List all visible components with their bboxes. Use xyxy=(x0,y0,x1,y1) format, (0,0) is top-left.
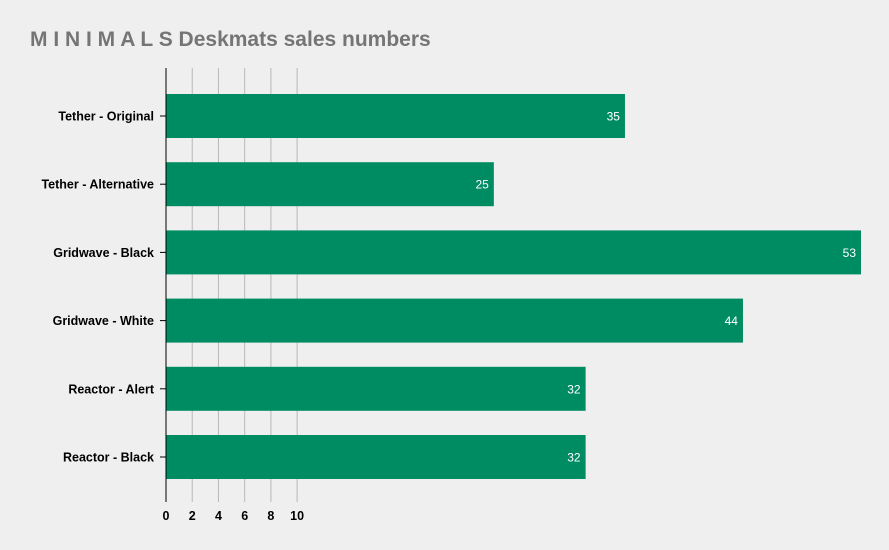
category-label-0: Tether - Original xyxy=(58,110,154,124)
data-label-0: 35 xyxy=(607,110,621,124)
data-label-5: 32 xyxy=(567,451,581,465)
axes xyxy=(160,68,167,502)
data-label-3: 44 xyxy=(725,314,739,328)
bar-2 xyxy=(166,230,861,275)
data-label-2: 53 xyxy=(843,246,857,260)
category-label-5: Reactor - Black xyxy=(63,451,154,465)
x-tick-label-10: 10 xyxy=(290,509,304,523)
labels: 0 2 4 6 8 10 Tether - Original 35 Tether - Alter… xyxy=(41,110,856,524)
x-tick-label-0: 0 xyxy=(163,509,170,523)
data-label-1: 25 xyxy=(475,178,489,192)
category-label-3: Gridwave - White xyxy=(53,314,154,328)
x-tick-label-6: 6 xyxy=(241,509,248,523)
category-label-1: Tether - Alternative xyxy=(41,178,154,192)
bar-1 xyxy=(166,162,494,207)
bar-3 xyxy=(166,298,743,343)
gridlines xyxy=(191,68,298,502)
x-tick-label-4: 4 xyxy=(215,509,222,523)
bars xyxy=(166,94,861,479)
category-label-2: Gridwave - Black xyxy=(53,246,154,260)
x-tick-label-8: 8 xyxy=(267,509,274,523)
bar-5 xyxy=(166,435,586,479)
data-label-4: 32 xyxy=(567,382,581,396)
chart-title: M I N I M A L S Deskmats sales numbers xyxy=(30,28,431,51)
x-tick-label-2: 2 xyxy=(189,509,196,523)
bar-0 xyxy=(166,94,625,138)
bar-4 xyxy=(166,366,586,411)
category-label-4: Reactor - Alert xyxy=(68,382,155,396)
